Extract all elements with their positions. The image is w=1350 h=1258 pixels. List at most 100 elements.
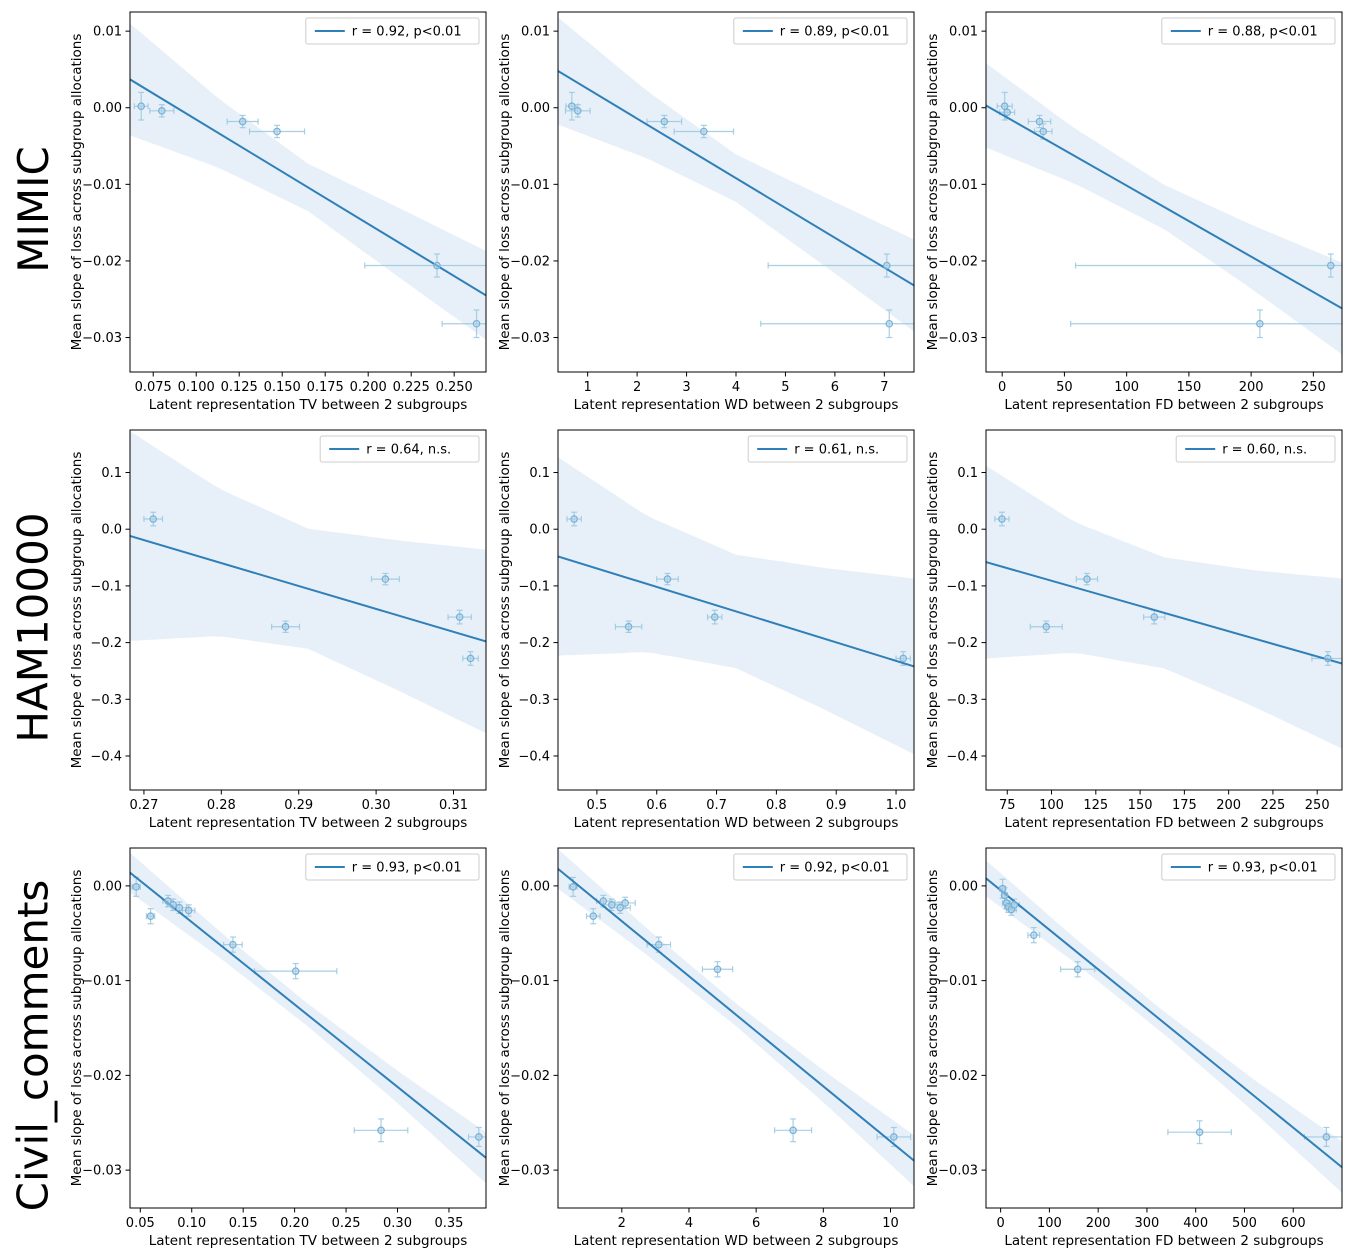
- y-tick-label: 0.00: [93, 101, 122, 116]
- plot-mimic-fd: 0 50 100 150 200 250 0.01 0.00 −0.01 −0.02 −0.03 La…: [925, 11, 1343, 413]
- y-tick-label: −0.3: [946, 693, 978, 708]
- y-axis-label: Mean slope of loss across subgroup alloc…: [925, 870, 941, 1187]
- y-tick-label: 0.00: [521, 101, 550, 116]
- data-point: [238, 117, 247, 126]
- y-tick-label: −0.01: [82, 974, 122, 989]
- data-point: [1000, 891, 1009, 900]
- legend-box: [1175, 435, 1336, 463]
- x-tick-label: 75: [999, 798, 1016, 813]
- y-tick-label: −0.2: [946, 636, 978, 651]
- data-point: [710, 613, 719, 621]
- data-point: [164, 897, 172, 905]
- data-point: [1324, 654, 1332, 663]
- y-axis-label: Mean slope of loss across subgroup alloc…: [69, 452, 85, 769]
- x-tick-label: 0.20: [280, 1216, 309, 1231]
- x-tick-label: 0.31: [439, 798, 468, 813]
- regression-line: [986, 561, 1342, 665]
- data-point: [899, 654, 908, 663]
- x-tick-label: 0.200: [350, 380, 387, 395]
- y-tick-label: 0.00: [949, 101, 978, 116]
- x-tick-label: 250: [1305, 798, 1330, 813]
- y-tick-label: −0.02: [82, 1069, 122, 1084]
- data-point: [654, 940, 663, 949]
- x-tick-label: 300: [1135, 1216, 1160, 1231]
- x-axis-label: Latent representation WD between 2 subgr…: [574, 1233, 899, 1249]
- data-point: [455, 613, 464, 621]
- data-point: [998, 884, 1007, 893]
- x-tick-label: 0.6: [646, 798, 667, 813]
- y-tick-label: −0.01: [510, 974, 550, 989]
- data-point: [433, 261, 441, 270]
- data-point: [621, 899, 629, 907]
- data-point: [660, 117, 669, 126]
- legend-box: [747, 435, 908, 463]
- data-point: [624, 622, 633, 631]
- chart-ham10000-fd: 75 100 125 150 175 200 225 250 0.1 0.0 −0.1 −0.2 −0.…: [922, 418, 1350, 836]
- legend-box: [319, 435, 480, 463]
- x-tick-label: 0.250: [436, 380, 473, 395]
- x-tick-label: 0.25: [332, 1216, 361, 1231]
- y-tick-label: 0.0: [101, 523, 122, 538]
- plot-mimic-tv: 0.075 0.100 0.125 0.150 0.175 0.200 0.225 0.250…: [69, 11, 487, 413]
- y-tick-label: −0.01: [82, 178, 122, 193]
- y-tick-label: −0.02: [510, 254, 550, 269]
- chart-ham10000-tv: 0.27 0.28 0.29 0.30 0.31 0.1 0.0 −0.1 −0.2 −0.3 −0…: [66, 418, 494, 836]
- x-axis-label: Latent representation WD between 2 subgr…: [574, 397, 899, 413]
- data-point: [599, 897, 608, 905]
- x-tick-label: 50: [1056, 380, 1073, 395]
- x-tick-label: 0: [998, 380, 1006, 395]
- regression-line: [130, 78, 486, 297]
- y-axis-label: Mean slope of loss across subgroup alloc…: [925, 34, 941, 351]
- y-tick-label: −0.1: [90, 579, 122, 594]
- axes-frame: [129, 11, 487, 373]
- data-point: [1083, 575, 1091, 583]
- x-tick-label: 0.10: [177, 1216, 206, 1231]
- data-point: [137, 102, 145, 111]
- y-tick-label: −0.3: [90, 693, 122, 708]
- x-tick-label: 150: [1128, 798, 1153, 813]
- confidence-band: [558, 17, 914, 332]
- y-axis-label: Mean slope of loss across subgroup alloc…: [69, 870, 85, 1187]
- x-tick-label: 8: [819, 1216, 827, 1231]
- x-tick-label: 0.150: [264, 380, 301, 395]
- y-tick-label: −0.03: [510, 1164, 550, 1179]
- x-tick-label: 100: [1039, 798, 1064, 813]
- data-point: [1000, 102, 1009, 111]
- y-tick-label: −0.2: [90, 636, 122, 651]
- legend-label: r = 0.64, n.s.: [366, 443, 451, 458]
- y-tick-label: 0.00: [521, 879, 550, 894]
- data-point: [281, 622, 290, 631]
- x-tick-label: 600: [1281, 1216, 1306, 1231]
- data-point: [883, 261, 891, 270]
- legend-label: r = 0.61, n.s.: [794, 443, 879, 458]
- x-tick-label: 6: [831, 380, 839, 395]
- x-tick-label: 0.35: [434, 1216, 463, 1231]
- x-tick-label: 7: [880, 380, 888, 395]
- legend-box: [305, 17, 480, 45]
- x-tick-label: 10: [882, 1216, 899, 1231]
- data-point: [663, 575, 672, 583]
- data-point: [149, 515, 158, 523]
- x-tick-label: 200: [1216, 798, 1241, 813]
- data-point: [474, 1133, 483, 1141]
- y-tick-label: −0.4: [946, 749, 978, 764]
- confidence-band: [986, 465, 1342, 749]
- regression-line: [986, 104, 1342, 310]
- y-tick-label: −0.01: [938, 974, 978, 989]
- axes-frame: [129, 429, 487, 791]
- data-point: [885, 319, 894, 328]
- data-point: [1322, 1133, 1331, 1141]
- data-point: [472, 319, 481, 328]
- plot-civil-comments-wd: 2 4 6 8 10 0.00 −0.01 −0.02 −0.03 Latent represen…: [497, 847, 915, 1249]
- axes-frame: [985, 847, 1343, 1209]
- data-point: [273, 127, 281, 136]
- data-point: [1256, 319, 1264, 328]
- data-point: [569, 883, 577, 891]
- y-tick-label: −0.1: [946, 579, 978, 594]
- data-point: [1150, 613, 1159, 621]
- x-tick-label: 225: [1261, 798, 1286, 813]
- x-tick-label: 500: [1232, 1216, 1257, 1231]
- x-tick-label: 250: [1301, 380, 1326, 395]
- x-tick-label: 0.100: [178, 380, 215, 395]
- x-tick-label: 0.29: [284, 798, 313, 813]
